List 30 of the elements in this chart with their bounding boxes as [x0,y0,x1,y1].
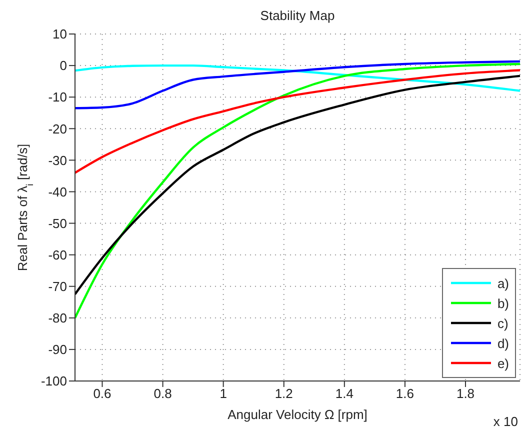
x-tick-label: 1.4 [335,386,354,402]
x-tick-label: 1.2 [274,386,293,402]
y-tick-label: 0 [60,58,67,74]
x-axis-title: Angular Velocity Ω [rpm] [228,407,368,422]
line-series [75,60,520,110]
y-tick-label: 10 [52,26,67,42]
y-tick-label: -70 [48,278,67,294]
y-tick-label: -10 [48,90,67,105]
y-tick-label: -100 [40,374,67,389]
line-series [75,69,520,174]
x-tick-label: 1.6 [396,386,414,402]
x-tick-label: 1 [220,386,227,402]
legend-label: a) [497,276,509,290]
legend-label: d) [497,336,509,350]
line-series [75,64,520,92]
y-tick-label: -60 [48,247,67,262]
y-tick-label: -20 [48,121,67,136]
y-tick-label: -30 [48,152,67,168]
y-tick-label: -40 [48,184,67,200]
legend-label: b) [497,296,509,310]
y-tick-label: -50 [48,216,67,231]
y-tick-label: -90 [48,342,67,358]
chart-title: Stability Map [260,8,335,23]
legend-label: c) [497,316,508,330]
x-tick-label: 0.6 [93,386,112,402]
y-tick-label: -80 [48,310,67,326]
legend-label: e) [497,356,509,370]
text: x 10 [493,414,518,429]
x-tick-label: 0.8 [154,386,172,402]
x-tick-label: 1.8 [456,386,475,402]
